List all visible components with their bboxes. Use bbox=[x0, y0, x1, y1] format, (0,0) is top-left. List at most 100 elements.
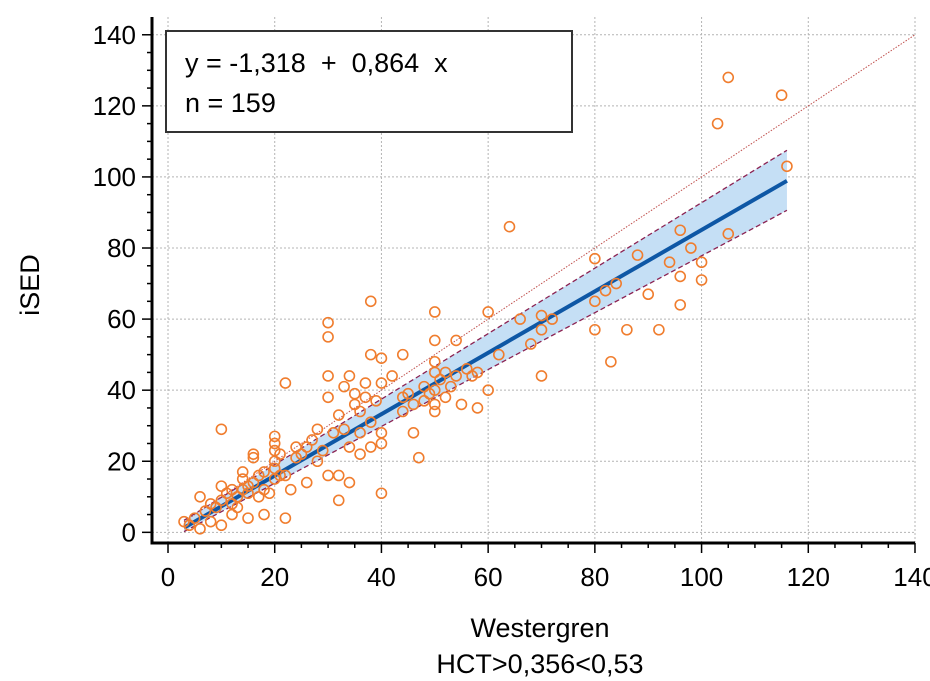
data-point bbox=[332, 409, 345, 421]
x-tick-label: 60 bbox=[474, 562, 503, 592]
data-point bbox=[439, 391, 452, 404]
data-point bbox=[215, 423, 228, 436]
data-point bbox=[503, 220, 516, 233]
data-point bbox=[311, 423, 324, 436]
data-point bbox=[364, 441, 377, 453]
data-point bbox=[306, 434, 318, 446]
data-point bbox=[284, 483, 297, 496]
data-point bbox=[428, 398, 441, 411]
y-tick-label: 120 bbox=[93, 91, 136, 121]
x-tick-labels: 0 20 40 60 80 100 120 140 bbox=[161, 562, 930, 592]
axes bbox=[142, 17, 916, 553]
data-point bbox=[236, 466, 249, 478]
data-point bbox=[455, 398, 468, 411]
data-point bbox=[204, 515, 217, 528]
data-point bbox=[242, 512, 254, 524]
data-point bbox=[327, 427, 340, 439]
data-point bbox=[375, 377, 388, 389]
data-point bbox=[386, 370, 398, 382]
data-point bbox=[685, 242, 697, 254]
data-point bbox=[194, 522, 206, 535]
data-point bbox=[338, 380, 350, 393]
data-point bbox=[375, 487, 388, 500]
data-points bbox=[178, 71, 793, 535]
data-point bbox=[535, 323, 548, 336]
data-point bbox=[279, 512, 292, 524]
data-point bbox=[439, 366, 452, 379]
data-point bbox=[674, 224, 687, 237]
sample-size-text: n = 159 bbox=[185, 88, 276, 118]
data-point bbox=[231, 501, 244, 514]
data-point bbox=[247, 448, 260, 460]
data-point bbox=[252, 490, 265, 503]
data-point bbox=[695, 256, 708, 269]
data-point bbox=[226, 508, 238, 521]
data-point bbox=[316, 444, 329, 457]
data-point bbox=[375, 352, 388, 364]
data-point bbox=[631, 249, 644, 261]
data-point bbox=[194, 490, 206, 503]
data-point bbox=[482, 306, 494, 318]
data-point bbox=[402, 387, 414, 400]
data-point bbox=[348, 387, 361, 400]
data-point bbox=[274, 448, 286, 460]
data-point bbox=[428, 384, 441, 396]
data-point bbox=[364, 348, 377, 361]
x-tick-label: 80 bbox=[580, 562, 609, 592]
data-point bbox=[428, 334, 441, 347]
y-tick-labels: 0 20 40 60 80 100 120 140 bbox=[93, 20, 136, 548]
data-point bbox=[653, 323, 665, 336]
data-point bbox=[279, 469, 292, 482]
confidence-band bbox=[184, 150, 787, 532]
data-point bbox=[605, 355, 617, 368]
data-point bbox=[332, 469, 345, 482]
identity-line bbox=[183, 34, 916, 523]
x-tick-label: 0 bbox=[161, 562, 175, 592]
data-point bbox=[263, 487, 276, 500]
data-point bbox=[375, 437, 388, 450]
data-point bbox=[396, 348, 409, 361]
data-point bbox=[722, 71, 735, 84]
x-tick-label: 100 bbox=[680, 562, 723, 592]
x-tick-label: 20 bbox=[260, 562, 289, 592]
data-point bbox=[215, 519, 228, 532]
data-point bbox=[311, 455, 324, 468]
data-point bbox=[775, 89, 788, 101]
data-point bbox=[599, 284, 612, 297]
data-point bbox=[359, 391, 372, 404]
data-point bbox=[322, 469, 334, 482]
equation-box: y = -1,318 + 0,864 x n = 159 bbox=[165, 30, 573, 133]
data-point bbox=[450, 334, 462, 347]
data-point bbox=[535, 309, 548, 322]
x-tick-label: 140 bbox=[893, 562, 930, 592]
data-point bbox=[258, 508, 270, 521]
data-point bbox=[407, 398, 420, 411]
y-tick-label: 60 bbox=[107, 304, 136, 334]
data-point bbox=[354, 405, 366, 418]
data-point bbox=[471, 366, 484, 379]
x-tick-label: 120 bbox=[787, 562, 830, 592]
equation-text: y = -1,318 + 0,864 x bbox=[185, 48, 448, 78]
data-point bbox=[674, 270, 687, 283]
data-point bbox=[535, 370, 548, 382]
data-point bbox=[322, 331, 334, 343]
data-point bbox=[322, 391, 334, 404]
data-point bbox=[364, 416, 377, 428]
data-point bbox=[525, 338, 537, 350]
data-point bbox=[279, 377, 292, 389]
data-point bbox=[621, 323, 633, 336]
data-point bbox=[674, 299, 687, 311]
confidence-upper-line bbox=[183, 149, 788, 521]
data-point bbox=[370, 395, 382, 407]
x-axis-subtitle: HCT>0,356<0,53 bbox=[436, 649, 643, 679]
data-point bbox=[343, 441, 356, 453]
data-point bbox=[343, 476, 356, 489]
data-point bbox=[546, 313, 558, 325]
data-point bbox=[589, 295, 601, 308]
data-point bbox=[396, 405, 409, 418]
data-point bbox=[722, 227, 735, 240]
data-point bbox=[258, 466, 270, 478]
data-point bbox=[610, 277, 623, 290]
data-point bbox=[471, 402, 484, 414]
